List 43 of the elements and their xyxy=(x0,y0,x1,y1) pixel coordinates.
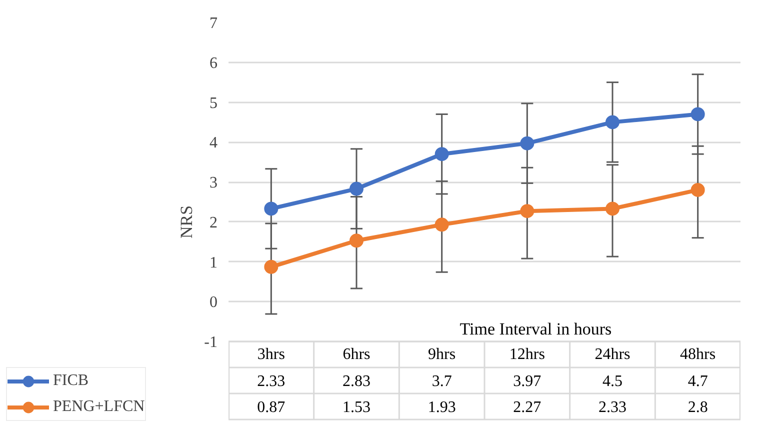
data-label: 1.53 xyxy=(342,399,370,416)
point xyxy=(350,234,364,248)
data-label: 2.33 xyxy=(257,373,286,390)
y-tick-label: 4 xyxy=(210,134,218,152)
point xyxy=(606,115,620,130)
legend-label: PENG+LFCN xyxy=(53,397,145,417)
x-tick-label: 3hrs xyxy=(257,346,285,363)
point xyxy=(350,182,364,196)
x-tick-label: 24hrs xyxy=(594,346,630,363)
y-tick-label: 5 xyxy=(210,94,218,112)
data-label: 4.7 xyxy=(688,373,708,390)
y-tick-label: -1 xyxy=(204,334,218,351)
y-tick-label: 2 xyxy=(210,214,218,232)
data-label: 1.93 xyxy=(428,399,456,416)
point xyxy=(606,202,620,216)
data-label: 3.7 xyxy=(432,373,452,390)
x-axis-title: Time Interval in hours xyxy=(460,320,612,338)
point xyxy=(690,182,705,197)
y-tick-label: 3 xyxy=(210,174,218,192)
y-tick-label: 6 xyxy=(210,54,218,72)
x-tick-label: 9hrs xyxy=(428,346,456,363)
point xyxy=(434,218,449,232)
data-label: 4.5 xyxy=(602,373,622,390)
x-tick-label: 12hrs xyxy=(509,346,545,363)
x-tick-label: 6hrs xyxy=(342,346,370,363)
data-label: 0.87 xyxy=(257,399,286,416)
data-label: 2.27 xyxy=(513,399,542,416)
y-tick-label: 0 xyxy=(210,294,218,312)
point xyxy=(520,204,534,218)
point xyxy=(264,202,278,216)
point xyxy=(264,260,278,274)
y-tick-label: 7 xyxy=(210,15,218,32)
point xyxy=(690,107,705,122)
data-label: 2.33 xyxy=(598,399,626,416)
y-tick-label: 1 xyxy=(210,254,218,272)
data-label: 3.97 xyxy=(513,373,542,390)
point xyxy=(434,147,449,162)
legend-label: FICB xyxy=(53,371,89,391)
data-label: 2.8 xyxy=(688,399,708,416)
point xyxy=(520,136,534,150)
x-tick-label: 48hrs xyxy=(680,346,716,363)
data-label: 2.83 xyxy=(342,373,370,390)
y-axis-title: NRS xyxy=(177,205,196,239)
